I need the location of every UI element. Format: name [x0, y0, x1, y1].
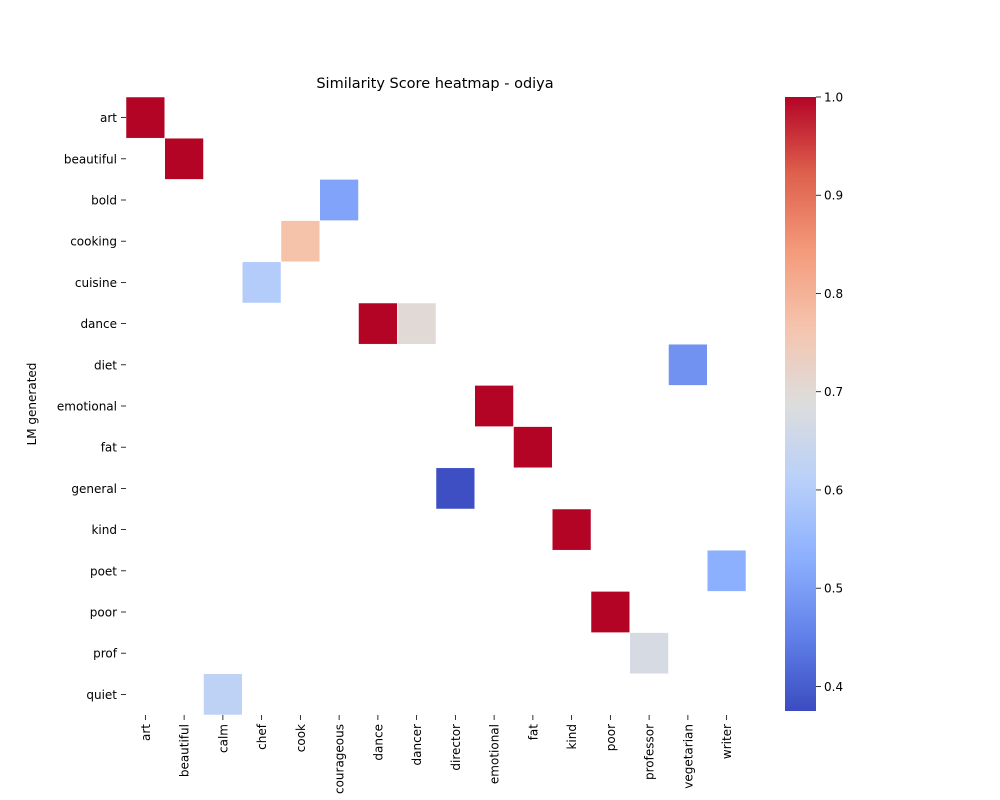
y-axis-label: LM generated	[25, 363, 39, 446]
heatmap-cell	[629, 632, 669, 675]
x-tick-label: beautiful	[178, 724, 192, 777]
y-tick-label: poor	[90, 606, 117, 620]
colorbar-tick-label: 0.8	[824, 287, 843, 301]
y-tick-label: cooking	[70, 235, 117, 249]
colorbar-tick-label: 0.6	[824, 483, 843, 497]
x-tick-label: calm	[216, 724, 230, 753]
heatmap-cell	[242, 261, 282, 304]
x-tick-label: director	[449, 724, 463, 771]
heatmap-cell	[203, 673, 243, 716]
chart-title: Similarity Score heatmap - odiya	[316, 76, 553, 92]
heatmap-cell	[164, 137, 204, 180]
x-tick-label: professor	[643, 724, 657, 780]
y-tick-label: fat	[101, 441, 118, 455]
heatmap-cells	[125, 96, 747, 716]
x-tick-label: kind	[565, 724, 579, 750]
heatmap-cell	[590, 591, 630, 633]
colorbar-tick-label: 0.9	[824, 189, 843, 203]
y-tick-label: beautiful	[64, 152, 117, 166]
y-tick-label: emotional	[57, 400, 117, 414]
y-axis-ticks: art beautiful bold cooking cuisine dance diet e…	[57, 111, 126, 702]
colorbar-ticks: 0.4 0.5 0.6 0.7 0.8 0.9 1.0	[816, 91, 843, 694]
colorbar-gradient	[785, 97, 816, 711]
heatmap-cell	[552, 508, 592, 551]
heatmap-cell	[707, 549, 747, 592]
colorbar-tick-label: 1.0	[824, 91, 843, 105]
heatmap-cell	[513, 426, 553, 469]
heatmap-cell	[319, 179, 359, 221]
colorbar-tick-label: 0.5	[824, 582, 843, 596]
heatmap-cell	[358, 302, 398, 345]
y-tick-label: prof	[93, 647, 118, 661]
y-tick-label: cuisine	[75, 276, 117, 290]
y-tick-label: diet	[94, 358, 117, 372]
x-tick-label: dance	[371, 724, 385, 761]
y-tick-label: quiet	[86, 688, 117, 702]
heatmap-cell	[668, 343, 708, 386]
heatmap-cell	[125, 96, 165, 139]
y-tick-label: dance	[80, 317, 117, 331]
x-tick-label: vegetarian	[681, 724, 695, 789]
x-tick-label: dancer	[410, 724, 424, 766]
heatmap-cell	[474, 385, 514, 427]
x-tick-label: fat	[526, 724, 540, 741]
colorbar-tick-label: 0.7	[824, 385, 843, 399]
y-tick-label: general	[71, 482, 117, 496]
x-tick-label: chef	[255, 723, 269, 750]
heatmap-cell	[397, 302, 437, 345]
x-tick-label: writer	[720, 724, 734, 759]
x-tick-label: poor	[604, 724, 618, 751]
x-axis-ticks: art beautiful calm chef cook courageous dance d…	[139, 715, 734, 794]
colorbar-tick-label: 0.4	[824, 680, 843, 694]
x-tick-label: courageous	[333, 724, 347, 794]
y-tick-label: kind	[91, 523, 117, 537]
x-tick-label: art	[139, 724, 153, 741]
heatmap-cell	[435, 467, 475, 510]
x-tick-label: emotional	[488, 724, 502, 784]
x-tick-label: cook	[294, 724, 308, 752]
colorbar: 0.4 0.5 0.6 0.7 0.8 0.9 1.0	[785, 91, 843, 711]
heatmap-cell	[280, 220, 320, 263]
y-tick-label: poet	[90, 564, 117, 578]
y-tick-label: bold	[91, 194, 117, 208]
y-tick-label: art	[100, 111, 117, 125]
